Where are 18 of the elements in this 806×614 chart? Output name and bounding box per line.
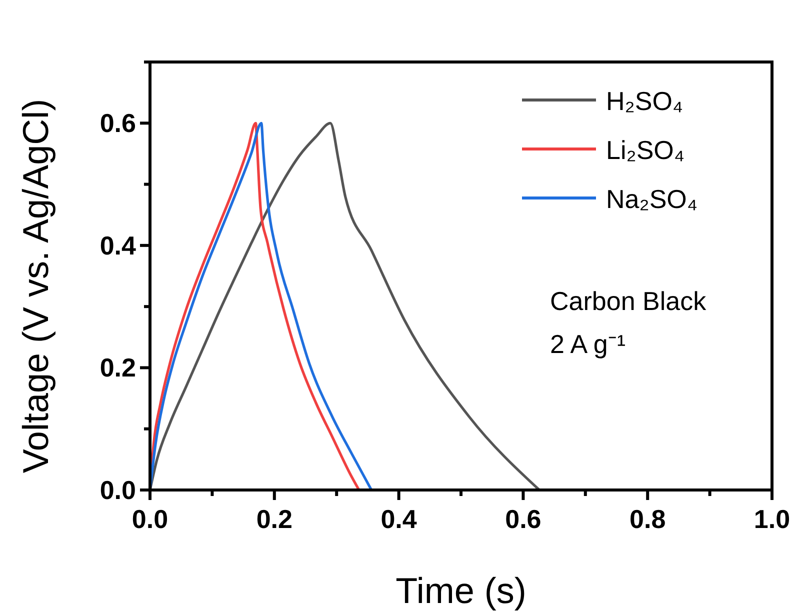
legend-label: Na₂SO₄ <box>606 184 698 214</box>
x-axis-title: Time (s) <box>396 570 526 611</box>
annotation: 2 A g⁻¹ <box>550 329 626 359</box>
x-tick-label: 1.0 <box>754 504 790 534</box>
x-tick-label: 0.8 <box>630 504 666 534</box>
y-axis-title: Voltage (V vs. Ag/AgCl) <box>15 98 56 474</box>
y-tick-label: 0.6 <box>100 108 136 138</box>
y-tick-label: 0.4 <box>100 230 137 260</box>
x-tick-label: 0.2 <box>256 504 292 534</box>
y-tick-label: 0.0 <box>100 475 136 505</box>
x-tick-label: 0.4 <box>380 504 418 534</box>
y-tick-label: 0.2 <box>100 352 136 383</box>
legend-label: H₂SO₄ <box>606 86 684 116</box>
annotation: Carbon Black <box>550 286 708 316</box>
x-tick-label: 0.0 <box>132 504 168 534</box>
legend-label: Li₂SO₄ <box>606 135 685 165</box>
x-tick-label: 0.6 <box>505 504 542 534</box>
line-series <box>148 122 541 492</box>
